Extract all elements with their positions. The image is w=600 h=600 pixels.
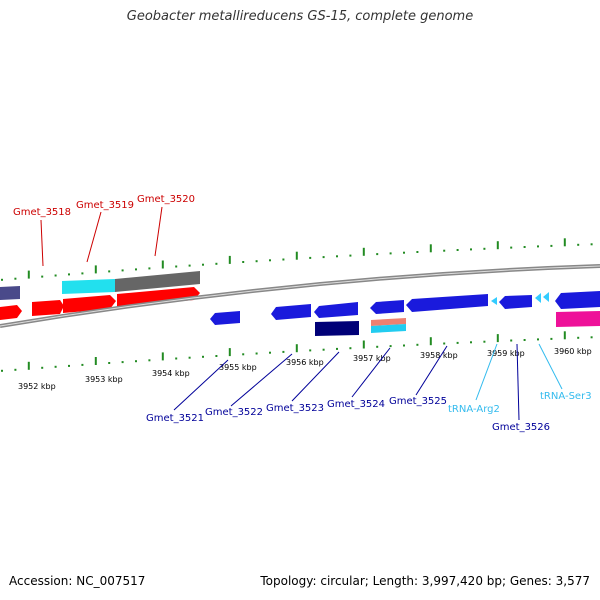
label-gmet-3521: Gmet_3521 (146, 413, 204, 424)
scale-label-3952: 3952 kbp (18, 382, 56, 391)
gene-arrow-blue-edge (555, 291, 600, 309)
feature-labels: Gmet_3518 Gmet_3519 Gmet_3520 Gmet_3521 … (13, 194, 592, 433)
label-trna-arg2: tRNA-Arg2 (448, 404, 500, 415)
leader-gmet-3524 (351, 347, 391, 398)
minus-strand-ticks (1, 331, 593, 372)
plus-strand-ticks (1, 238, 593, 281)
gmet-3520-arrow (117, 287, 200, 307)
trna-arg2-arrow (491, 297, 497, 305)
accession-label: Accession: NC_007517 (9, 574, 146, 588)
highlighted-gene-arrows (0, 287, 200, 320)
leader-gmet-3519 (86, 211, 102, 263)
gene-leader-lines (173, 343, 520, 421)
leader-gmet-3523 (291, 351, 340, 402)
gene-arrows-row-1 (210, 291, 600, 325)
gmet-3523-arrow (314, 302, 358, 318)
leader-trna-arg2 (475, 343, 498, 401)
scale-label-3954: 3954 kbp (152, 369, 190, 378)
scale-label-3955: 3955 kbp (219, 363, 257, 372)
gmet-3521-arrow (210, 311, 240, 325)
label-gmet-3522: Gmet_3522 (205, 407, 263, 418)
leader-gmet-3518 (40, 219, 44, 267)
label-gmet-3526: Gmet_3526 (492, 422, 550, 433)
label-gmet-3525: Gmet_3525 (389, 396, 447, 407)
leader-gmet-3526 (516, 343, 520, 421)
label-gmet-3520: Gmet_3520 (137, 194, 195, 205)
feature-bar-navy (315, 321, 359, 336)
gmet-3518-arrow (32, 300, 64, 316)
map-title: Geobacter metallireducens GS-15, complet… (126, 9, 474, 24)
feature-bar-magenta (556, 311, 600, 327)
scale-label-3956: 3956 kbp (286, 358, 324, 367)
genome-summary: Topology: circular; Length: 3,997,420 bp… (260, 574, 590, 588)
label-gmet-3518: Gmet_3518 (13, 207, 71, 218)
upper-feature-bars (0, 271, 200, 300)
lower-feature-bars (315, 311, 600, 336)
gmet-3524-arrow (370, 300, 404, 314)
scale-label-3959: 3959 kbp (487, 349, 525, 358)
highlight-leader-lines (40, 206, 163, 267)
genome-backbone (0, 264, 600, 328)
leader-gmet-3522 (230, 353, 293, 407)
gmet-3526-arrow (499, 295, 532, 309)
gene-arrow-red-1 (0, 305, 22, 320)
leader-trna-ser3 (538, 343, 563, 390)
trna-leader-lines (475, 343, 563, 401)
leader-gmet-3525 (415, 345, 448, 396)
feature-bar-slate (0, 286, 20, 300)
scale-labels: 3952 kbp 3953 kbp 3954 kbp 3955 kbp 3956… (18, 347, 592, 391)
label-gmet-3524: Gmet_3524 (327, 399, 385, 410)
feature-bar-cyan (62, 279, 115, 294)
gmet-3525-arrow (406, 294, 488, 312)
feature-bar-cyan-small (371, 324, 406, 333)
feature-bar-gray (115, 271, 200, 292)
trna-ser3-arrow-2 (543, 292, 549, 302)
leader-gmet-3520 (154, 206, 163, 257)
trna-ser3-arrow-1 (535, 293, 541, 303)
scale-label-3960: 3960 kbp (554, 347, 592, 356)
feature-bar-salmon (371, 318, 406, 326)
scale-label-3957: 3957 kbp (353, 354, 391, 363)
scale-label-3958: 3958 kbp (420, 351, 458, 360)
gmet-3522-arrow (271, 304, 311, 320)
label-gmet-3523: Gmet_3523 (266, 403, 324, 414)
scale-label-3953: 3953 kbp (85, 375, 123, 384)
leader-gmet-3521 (173, 359, 229, 411)
label-gmet-3519: Gmet_3519 (76, 200, 134, 211)
label-trna-ser3: tRNA-Ser3 (540, 391, 592, 402)
